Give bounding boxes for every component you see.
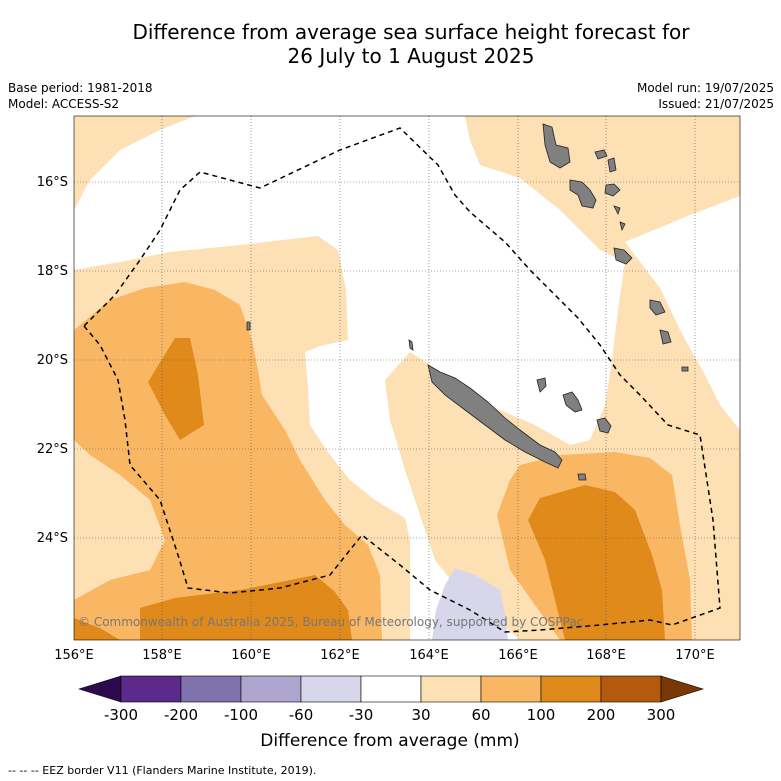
eez-border <box>82 127 721 633</box>
isle-of-pines <box>577 473 587 481</box>
colorbar-title: Difference from average (mm) <box>260 731 520 751</box>
lat-label: 24°S <box>37 531 68 546</box>
colorbar-tick: 60 <box>471 706 490 724</box>
vanuatu-island-b <box>594 149 608 160</box>
colorbar-bin <box>480 675 542 703</box>
islet-c <box>408 339 414 351</box>
anomaly-region-neg-60-30 <box>432 568 508 640</box>
anomaly-region-100-200-corner <box>74 618 120 640</box>
gridlines <box>74 116 740 640</box>
new-caledonia <box>427 364 563 469</box>
colorbar-extend-high <box>660 675 705 703</box>
title-line-2: 26 July to 1 August 2025 <box>287 44 535 68</box>
anomaly-region-60-100-west <box>74 282 382 640</box>
lon-label: 162°E <box>320 648 360 663</box>
loyalty-island-3 <box>536 377 547 393</box>
map-area: © Commonwealth of Australia 2025, Bureau… <box>74 116 740 640</box>
chart-title: Difference from average sea surface heig… <box>0 20 781 68</box>
lon-label: 164°E <box>409 648 449 663</box>
islet-b <box>246 321 251 331</box>
eez-legend-note: -- -- -- EEZ border V11 (Flanders Marine… <box>8 764 317 777</box>
vanuatu-efate <box>613 247 633 265</box>
vanuatu-island-c <box>649 299 666 316</box>
map-frame <box>73 115 741 641</box>
vanuatu-espiritu-santo <box>542 123 571 169</box>
colorbar-bin <box>600 675 662 703</box>
lon-label: 156°E <box>54 648 94 663</box>
loyalty-island-2 <box>596 417 612 434</box>
model-run: Model run: 19/07/2025 <box>636 81 774 95</box>
colorbar-bin <box>240 675 302 703</box>
vanuatu-island-d <box>659 329 672 345</box>
colorbar-tick: 30 <box>411 706 430 724</box>
colorbar-tick: 200 <box>587 706 616 724</box>
colorbar-bin <box>420 675 482 703</box>
colorbar: -300 -200 -100 -60 -30 30 60 100 200 300 <box>77 675 705 724</box>
vanuatu-island-a <box>604 183 621 197</box>
meta-left: Base period: 1981-2018 Model: ACCESS-S2 <box>8 80 153 112</box>
colorbar-bin <box>540 675 602 703</box>
lon-label: 158°E <box>142 648 182 663</box>
copyright-text: © Commonwealth of Australia 2025, Bureau… <box>78 615 583 629</box>
anomaly-region-100-200-east <box>528 485 665 640</box>
land-masses <box>246 123 689 481</box>
lon-label: 168°E <box>586 648 626 663</box>
colorbar-tick: -200 <box>164 706 198 724</box>
loyalty-island-1 <box>562 391 583 413</box>
colorbar-bin <box>300 675 362 703</box>
lat-labels: 16°S 18°S 20°S 22°S 24°S <box>37 175 68 546</box>
lon-labels: 156°E 158°E 160°E 162°E 164°E 166°E 168°… <box>54 648 715 663</box>
model-name: Model: ACCESS-S2 <box>8 97 120 111</box>
title-line-1: Difference from average sea surface heig… <box>132 20 690 44</box>
colorbar-extend-low <box>77 675 122 703</box>
colorbar-tick: 100 <box>527 706 556 724</box>
issued-date: Issued: 21/07/2025 <box>658 97 774 111</box>
lat-label: 22°S <box>37 442 68 457</box>
islet-e <box>619 221 626 232</box>
colorbar-tick: -100 <box>224 706 258 724</box>
vanuatu-malakula <box>569 179 597 209</box>
lon-label: 170°E <box>675 648 715 663</box>
base-period: Base period: 1981-2018 <box>8 81 153 95</box>
islet-a <box>681 366 689 372</box>
lat-label: 18°S <box>37 264 68 279</box>
colorbar-tick: -60 <box>289 706 314 724</box>
anomaly-region-100-200-south <box>140 575 352 640</box>
lon-label: 160°E <box>231 648 271 663</box>
vanuatu-island-e <box>607 157 617 173</box>
colorbar-bin <box>120 675 182 703</box>
colorbar-tick: -300 <box>104 706 138 724</box>
colorbar-tick: -30 <box>349 706 374 724</box>
islet-d <box>613 205 621 216</box>
lat-label: 16°S <box>37 175 68 190</box>
lon-label: 166°E <box>498 648 538 663</box>
anomaly-region-30-60-northwest <box>74 116 195 210</box>
lat-label: 20°S <box>37 353 68 368</box>
colorbar-tick: 300 <box>647 706 676 724</box>
colorbar-bin <box>360 675 422 703</box>
anomaly-region-100-200-west <box>148 338 204 440</box>
meta-right: Model run: 19/07/2025 Issued: 21/07/2025 <box>637 80 774 112</box>
colorbar-bin <box>180 675 242 703</box>
